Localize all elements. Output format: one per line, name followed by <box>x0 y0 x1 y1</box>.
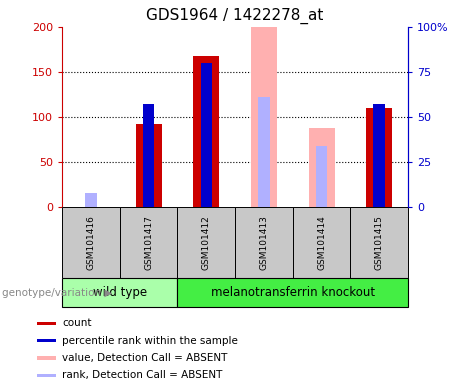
Text: wild type: wild type <box>93 286 147 299</box>
Text: melanotransferrin knockout: melanotransferrin knockout <box>211 286 375 299</box>
Bar <box>193 56 219 207</box>
Bar <box>37 339 55 342</box>
Text: rank, Detection Call = ABSENT: rank, Detection Call = ABSENT <box>63 370 223 380</box>
Text: GSM101416: GSM101416 <box>87 215 95 270</box>
FancyBboxPatch shape <box>62 278 177 307</box>
FancyBboxPatch shape <box>62 207 120 278</box>
Bar <box>136 124 162 207</box>
FancyBboxPatch shape <box>177 207 235 278</box>
Bar <box>316 146 327 207</box>
FancyBboxPatch shape <box>235 207 293 278</box>
Bar <box>85 193 97 207</box>
Bar <box>366 108 392 207</box>
Text: value, Detection Call = ABSENT: value, Detection Call = ABSENT <box>63 353 228 363</box>
Text: percentile rank within the sample: percentile rank within the sample <box>63 336 238 346</box>
Text: GSM101412: GSM101412 <box>202 215 211 270</box>
Text: GSM101417: GSM101417 <box>144 215 153 270</box>
Title: GDS1964 / 1422278_at: GDS1964 / 1422278_at <box>147 8 324 24</box>
Bar <box>201 63 212 207</box>
FancyBboxPatch shape <box>177 278 408 307</box>
Bar <box>37 374 55 377</box>
Bar <box>251 23 277 207</box>
Bar <box>143 104 154 207</box>
Bar <box>258 97 270 207</box>
Text: GSM101414: GSM101414 <box>317 215 326 270</box>
FancyBboxPatch shape <box>350 207 408 278</box>
Bar <box>37 356 55 359</box>
Text: genotype/variation ▶: genotype/variation ▶ <box>2 288 112 298</box>
FancyBboxPatch shape <box>293 207 350 278</box>
Bar <box>373 104 385 207</box>
Text: GSM101413: GSM101413 <box>260 215 268 270</box>
Bar <box>308 128 335 207</box>
FancyBboxPatch shape <box>120 207 177 278</box>
Bar <box>37 322 55 325</box>
Text: count: count <box>63 318 92 328</box>
Text: GSM101415: GSM101415 <box>375 215 384 270</box>
